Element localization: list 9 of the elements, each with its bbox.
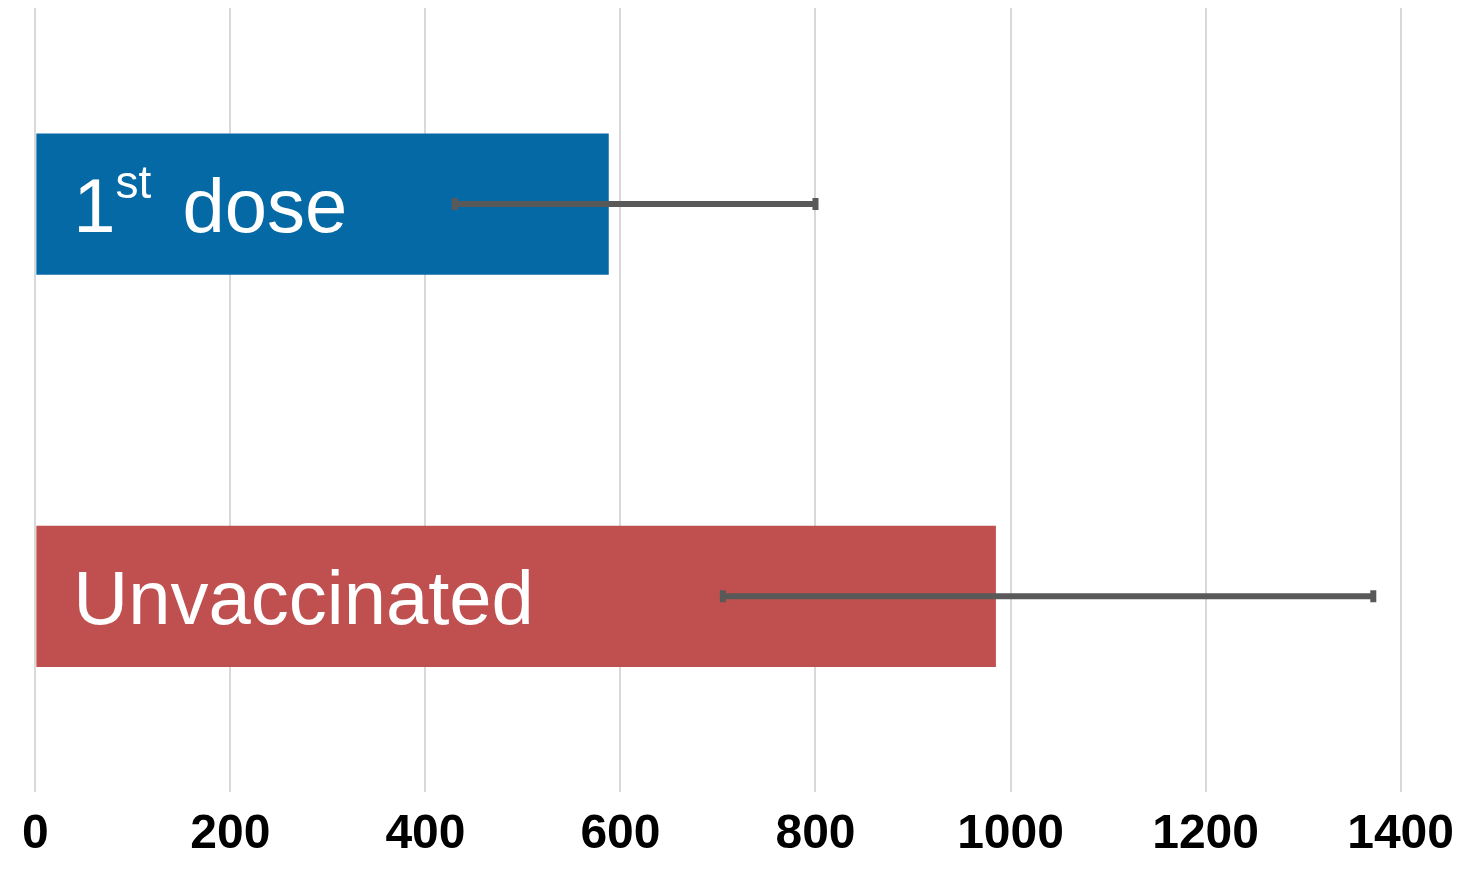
x-tick-label: 400 — [385, 805, 466, 859]
x-tick-label: 1200 — [1152, 805, 1259, 859]
x-tick-label: 200 — [190, 805, 271, 859]
x-tick-label: 600 — [580, 805, 661, 859]
x-tick-label: 800 — [775, 805, 856, 859]
x-tick-label: 1400 — [1347, 805, 1454, 859]
x-tick-label: 0 — [22, 805, 49, 859]
y-tick-label: Unvaccinated — [73, 555, 534, 641]
x-tick-label: 1000 — [957, 805, 1064, 859]
